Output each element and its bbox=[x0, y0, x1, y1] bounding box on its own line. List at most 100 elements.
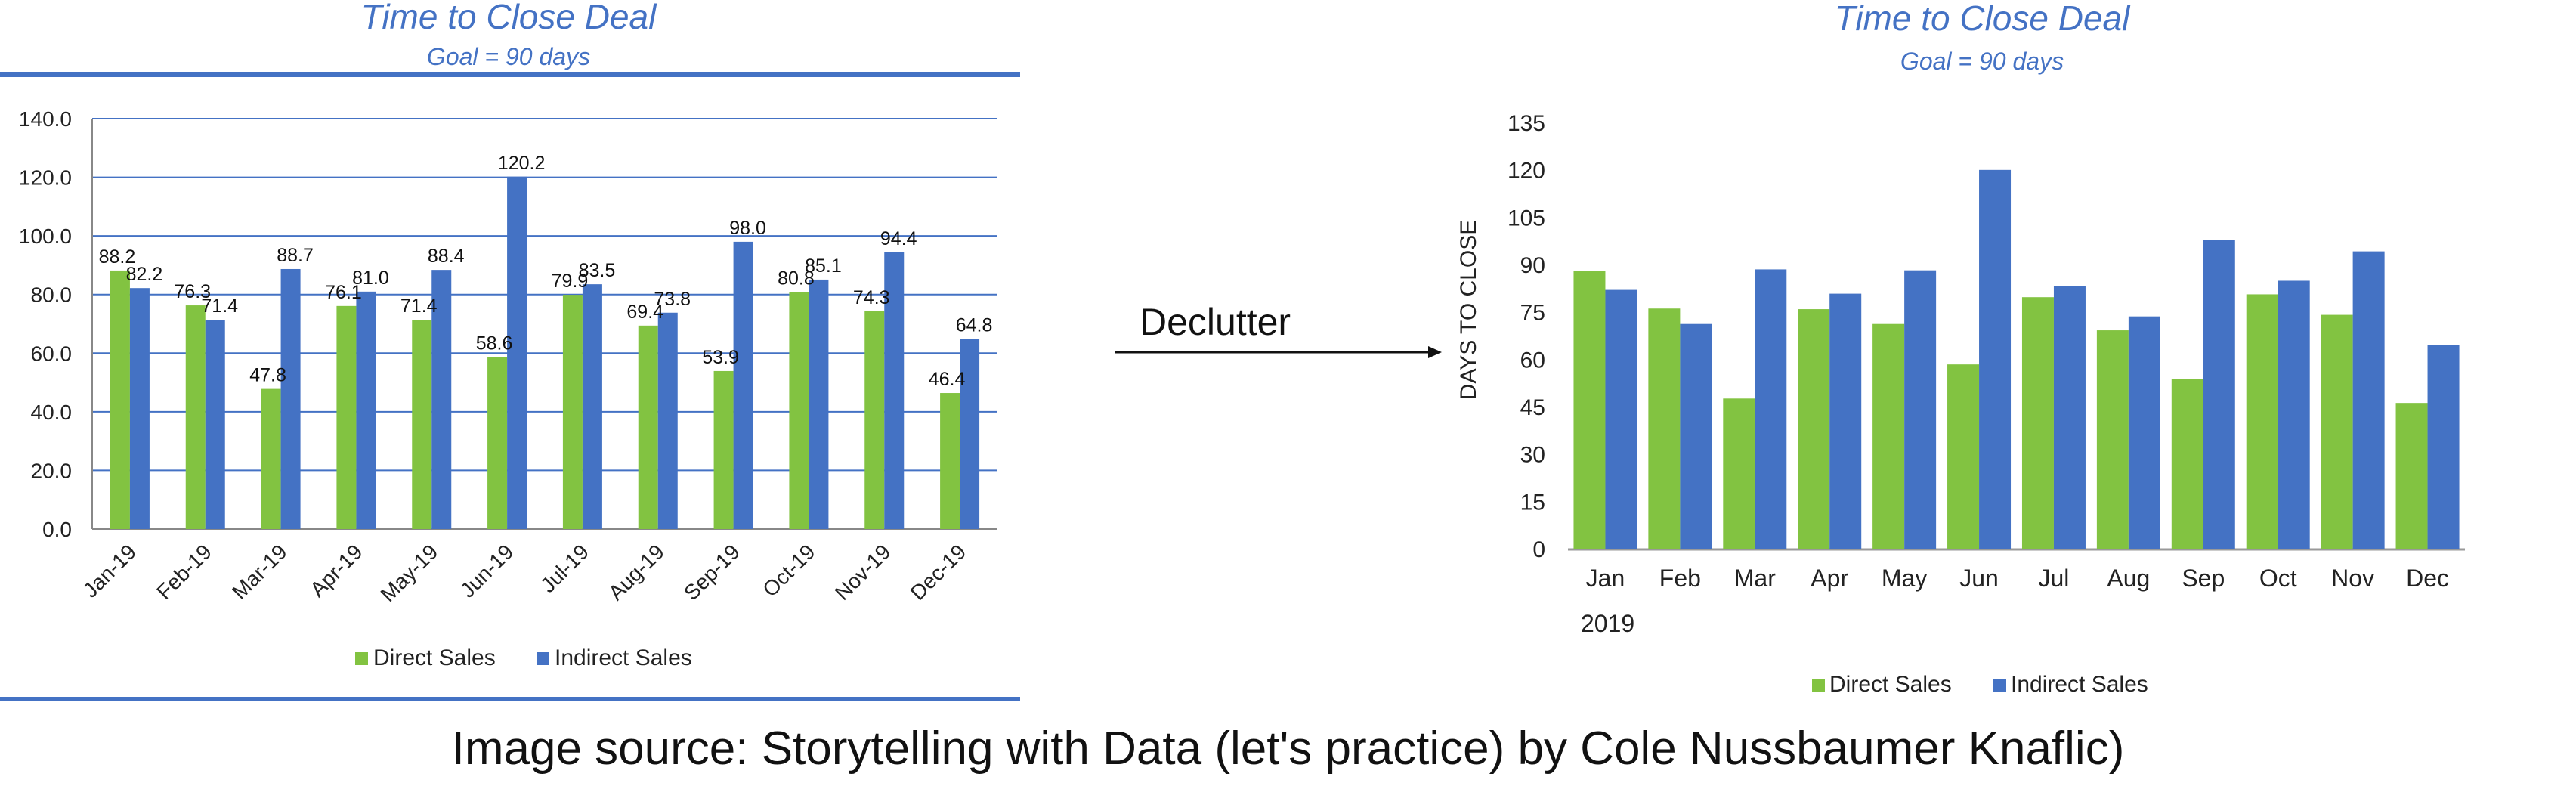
left-x-tick: Mar-19 bbox=[227, 540, 292, 604]
chart-left: Time to Close Deal Goal = 90 days 0.0 20.… bbox=[0, 0, 1020, 701]
left-x-tick: Oct-19 bbox=[758, 540, 819, 601]
left-legend: Direct Sales Indirect Sales bbox=[355, 645, 692, 670]
right-year-label: 2019 bbox=[1581, 610, 1634, 637]
right-x-tick: Feb bbox=[1659, 565, 1701, 592]
right-y-tick: 75 bbox=[1520, 301, 1545, 326]
left-x-tick: Apr-19 bbox=[305, 540, 366, 601]
left-bar-direct bbox=[562, 295, 583, 529]
left-bar-direct bbox=[789, 292, 809, 529]
right-y-tick: 105 bbox=[1508, 206, 1545, 231]
left-label-indirect: 81.0 bbox=[352, 268, 389, 289]
left-label-indirect: 82.2 bbox=[126, 264, 163, 285]
left-label-indirect: 94.4 bbox=[880, 228, 917, 249]
right-bar-indirect bbox=[1979, 169, 2012, 549]
left-bottom-rule bbox=[0, 697, 1020, 701]
left-x-tick-labels: Jan-19 Feb-19 Mar-19 Apr-19 May-19 Jun-19 Jul-… bbox=[79, 540, 971, 606]
left-chart-subtitle: Goal = 90 days bbox=[427, 43, 590, 70]
left-bar-direct bbox=[487, 357, 508, 529]
left-bars bbox=[110, 176, 980, 529]
left-bar-direct bbox=[336, 305, 357, 529]
right-bar-indirect bbox=[1829, 293, 1862, 549]
left-label-direct: 69.4 bbox=[626, 302, 663, 323]
right-bar-direct bbox=[2395, 403, 2428, 549]
left-y-tick: 140.0 bbox=[19, 107, 72, 131]
left-label-direct: 47.8 bbox=[249, 365, 286, 386]
left-x-tick: Dec-19 bbox=[906, 540, 971, 605]
left-label-direct: 58.6 bbox=[476, 333, 513, 354]
left-x-tick: Jun-19 bbox=[456, 540, 518, 602]
left-bar-indirect bbox=[507, 176, 527, 529]
left-y-tick: 80.0 bbox=[31, 283, 73, 307]
left-bar-direct bbox=[261, 388, 281, 529]
left-label-direct: 46.4 bbox=[929, 369, 966, 390]
left-x-tick: Jan-19 bbox=[79, 540, 141, 602]
right-bar-indirect bbox=[2278, 280, 2310, 549]
left-bar-indirect bbox=[129, 288, 150, 529]
left-label-direct: 53.9 bbox=[702, 347, 739, 368]
left-y-tick: 40.0 bbox=[31, 401, 73, 424]
right-bar-indirect bbox=[2427, 345, 2460, 549]
left-bar-direct bbox=[713, 370, 734, 529]
left-label-indirect: 85.1 bbox=[805, 255, 842, 277]
left-label-indirect: 73.8 bbox=[654, 289, 691, 310]
right-x-tick: Aug bbox=[2107, 565, 2150, 592]
right-y-tick: 135 bbox=[1508, 111, 1545, 136]
left-bar-indirect bbox=[205, 320, 225, 529]
left-bar-direct bbox=[940, 393, 960, 529]
right-x-tick: Jul bbox=[2039, 565, 2070, 592]
left-y-tick-labels: 0.0 20.0 40.0 60.0 80.0 100.0 120.0 140.0 bbox=[19, 107, 72, 541]
left-x-tick: Nov-19 bbox=[830, 540, 895, 605]
left-label-direct: 80.8 bbox=[778, 268, 815, 289]
left-bar-indirect bbox=[960, 339, 980, 529]
left-x-tick: Aug-19 bbox=[604, 540, 669, 605]
right-bar-indirect bbox=[2352, 251, 2385, 549]
left-label-indirect: 64.8 bbox=[956, 315, 993, 336]
left-bar-indirect bbox=[280, 268, 301, 529]
right-x-tick: Nov bbox=[2331, 565, 2374, 592]
right-bar-indirect bbox=[1680, 323, 1712, 549]
right-bar-direct bbox=[2096, 330, 2129, 549]
right-bar-direct bbox=[2321, 314, 2353, 549]
left-label-direct: 88.2 bbox=[99, 246, 136, 268]
left-label-direct: 71.4 bbox=[400, 296, 438, 317]
left-bar-indirect bbox=[733, 241, 753, 529]
left-label-indirect: 120.2 bbox=[498, 153, 546, 174]
declutter-label: Declutter bbox=[1140, 301, 1291, 343]
left-legend-swatch-indirect bbox=[537, 652, 549, 665]
right-y-tick: 45 bbox=[1520, 395, 1545, 420]
left-legend-direct: Direct Sales bbox=[373, 645, 496, 670]
left-label-indirect: 88.4 bbox=[428, 246, 465, 267]
left-x-tick: May-19 bbox=[376, 540, 443, 606]
right-bar-indirect bbox=[2053, 286, 2086, 549]
left-label-indirect: 71.4 bbox=[201, 296, 238, 317]
left-bar-direct bbox=[864, 311, 885, 529]
left-bar-indirect bbox=[582, 284, 602, 529]
right-legend-direct: Direct Sales bbox=[1829, 672, 1952, 697]
right-x-tick: Oct bbox=[2259, 565, 2297, 592]
left-bar-direct bbox=[110, 270, 130, 529]
right-bar-indirect bbox=[2203, 240, 2235, 549]
right-legend: Direct Sales Indirect Sales bbox=[1812, 672, 2148, 697]
left-label-indirect: 83.5 bbox=[579, 260, 616, 281]
right-bar-direct bbox=[1573, 271, 1606, 549]
left-label-direct: 79.9 bbox=[552, 271, 589, 292]
right-bar-indirect bbox=[1605, 289, 1637, 549]
left-label-indirect: 88.7 bbox=[277, 245, 314, 266]
right-x-tick: Jan bbox=[1586, 565, 1625, 592]
left-gridlines bbox=[91, 118, 997, 530]
right-legend-swatch-indirect bbox=[1993, 679, 2006, 692]
right-bars bbox=[1568, 169, 2465, 551]
right-bar-direct bbox=[2246, 294, 2278, 549]
arrow-head-icon bbox=[1428, 346, 1442, 358]
right-bar-indirect bbox=[1755, 269, 1787, 549]
right-x-tick-labels: Jan Feb Mar Apr May Jun Jul Aug Sep Oct Nov Dec bbox=[1586, 565, 2449, 592]
left-bar-indirect bbox=[884, 252, 905, 529]
left-top-rule bbox=[0, 72, 1020, 77]
right-x-tick: Sep bbox=[2182, 565, 2225, 592]
right-y-tick: 120 bbox=[1508, 159, 1545, 184]
left-y-tick: 0.0 bbox=[42, 518, 72, 541]
left-bar-direct bbox=[412, 320, 432, 529]
left-bar-direct bbox=[638, 325, 658, 529]
left-bar-indirect bbox=[809, 279, 829, 529]
